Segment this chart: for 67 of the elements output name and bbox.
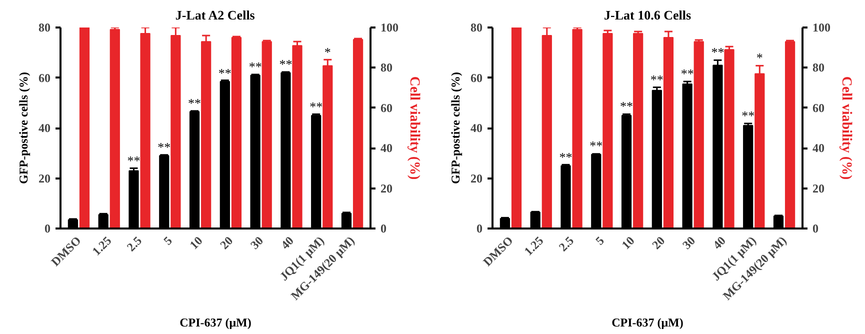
x-tick-label: 5 (160, 234, 175, 248)
annotation: ** (158, 139, 171, 154)
annotation: ** (279, 56, 292, 72)
x-axis-title: CPI-637 (μM) (612, 316, 684, 330)
annotation: ** (310, 99, 323, 114)
x-tick-label: 1.25 (521, 234, 546, 258)
annotation: ** (127, 153, 140, 168)
x-tick-label: 20 (217, 234, 236, 252)
annotation: ** (711, 44, 724, 60)
y-tick-label: 0 (44, 222, 50, 236)
y2-tick-label: 0 (380, 222, 386, 236)
y2-tick-label: 60 (380, 100, 392, 115)
annotation: ** (650, 72, 664, 87)
x-tick-label: 10 (618, 234, 638, 252)
y-tick-label: 20 (470, 171, 482, 186)
x-axis-title: CPI-637 (μM) (180, 316, 252, 330)
annotation: ** (620, 98, 634, 114)
y-axis-title: GFP-postive cells (%) (16, 72, 30, 184)
x-tick-label: 2.5 (556, 234, 576, 254)
y2-tick-label: 60 (812, 100, 824, 115)
bar (602, 33, 613, 228)
x-tick-label: 40 (710, 234, 728, 252)
y-tick-label: 60 (38, 70, 50, 85)
x-tick-label: 20 (649, 234, 668, 252)
x-tick-label: 5 (592, 234, 607, 248)
annotation: ** (188, 95, 202, 110)
x-tick-label: 1.25 (89, 234, 114, 258)
y2-tick-label: 20 (380, 181, 392, 196)
x-tick-label: 40 (278, 234, 296, 252)
x-tick-label: 10 (186, 234, 206, 252)
annotation: ** (218, 65, 232, 80)
y-tick-label: 40 (470, 121, 482, 135)
x-tick-label: 2.5 (124, 234, 144, 254)
y2-tick-label: 100 (812, 20, 830, 34)
annotation: ** (559, 149, 572, 164)
bar (572, 29, 582, 228)
chart-title: J-Lat 10.6 Cells (604, 8, 692, 22)
annotation: * (324, 44, 331, 60)
annotation: ** (742, 108, 755, 123)
y-tick-label: 0 (476, 222, 482, 236)
y2-tick-label: 80 (812, 60, 824, 75)
annotation: ** (248, 58, 262, 74)
y2-tick-label: 0 (812, 222, 818, 236)
y-axis-title: GFP-postive cells (%) (448, 72, 462, 184)
bar (79, 28, 90, 228)
bar (110, 29, 120, 228)
y-tick-label: 80 (470, 20, 482, 34)
x-tick-label: 30 (248, 234, 266, 252)
bar (511, 28, 522, 228)
chart-title: J-Lat A2 Cells (175, 8, 255, 22)
y2-axis-title: Cell viability (%) (838, 76, 854, 180)
y-tick-label: 40 (38, 121, 50, 135)
annotation: ** (680, 66, 694, 82)
annotation: ** (590, 138, 603, 154)
y2-tick-label: 40 (380, 141, 392, 156)
y-tick-label: 20 (38, 171, 50, 186)
y-tick-label: 60 (470, 70, 482, 85)
x-tick-label: 30 (680, 234, 698, 252)
annotation: * (756, 50, 763, 66)
y2-tick-label: 80 (380, 60, 392, 75)
y-tick-label: 80 (38, 20, 50, 34)
bar (784, 41, 796, 228)
y2-tick-label: 100 (380, 20, 398, 34)
y2-tick-label: 40 (812, 141, 824, 156)
y2-axis-title: Cell viability (%) (406, 76, 422, 180)
y2-tick-label: 20 (812, 181, 824, 196)
bar (352, 39, 364, 228)
